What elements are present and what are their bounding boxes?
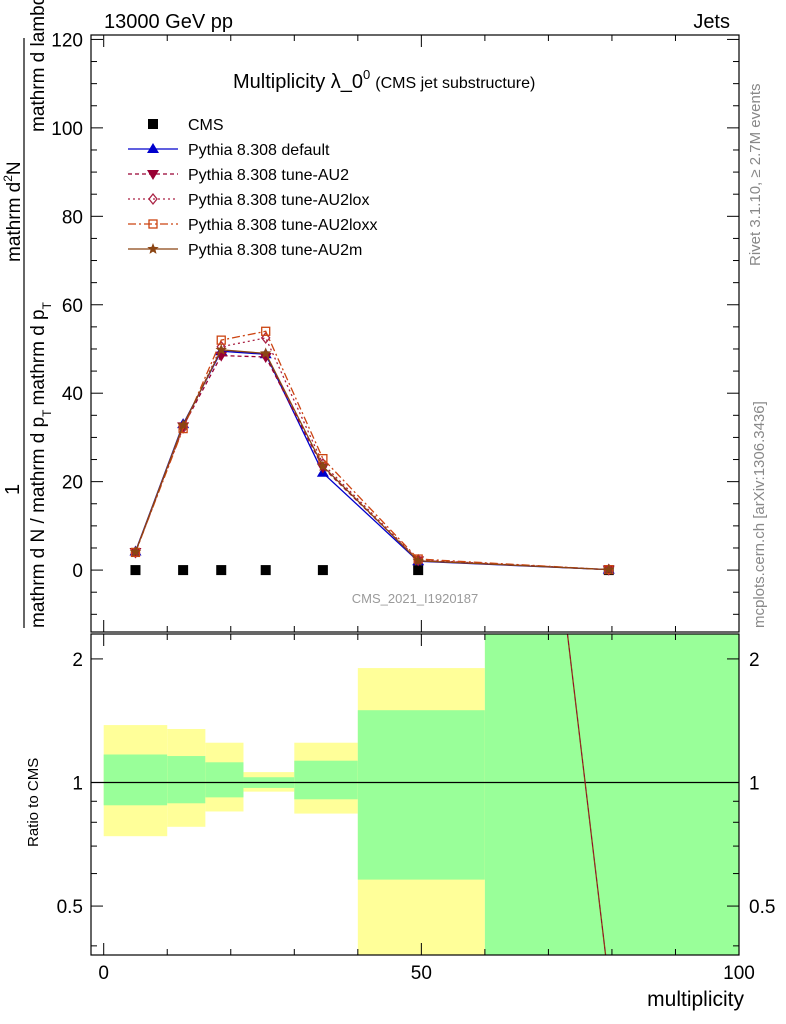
data-point xyxy=(130,565,141,576)
main-series-layer xyxy=(129,326,615,576)
data-point xyxy=(603,563,615,575)
series-line xyxy=(134,354,609,571)
legend: CMS Pythia 8.308 default Pythia 8.308 tune… xyxy=(128,117,377,259)
series-1 xyxy=(129,345,615,574)
main-ylabel-den-b: mathrm d p xyxy=(28,309,49,405)
ratio-mc-line-dashed xyxy=(567,633,606,956)
data-point xyxy=(129,546,142,557)
main-ytick-label: 60 xyxy=(62,296,83,317)
ratio-ytick-label-right: 2 xyxy=(749,650,760,671)
legend-label: Pythia 8.308 tune-AU2loxx xyxy=(188,217,377,234)
legend-label: Pythia 8.308 tune-AU2m xyxy=(188,242,362,259)
legend-marker xyxy=(148,119,158,129)
series-5 xyxy=(129,343,615,575)
ratio-plot-frame xyxy=(90,633,740,956)
main-y-ticks: 0 20 40 60 80 100 120 xyxy=(51,30,740,632)
ratio-ytick-label-left: 1 xyxy=(72,773,83,794)
main-ytick-label: 120 xyxy=(51,30,83,51)
main-ylabel-numerator: 1 xyxy=(2,484,24,495)
header-jets-label: Jets xyxy=(693,11,730,33)
data-point xyxy=(413,565,424,576)
legend-marker xyxy=(147,143,159,153)
legend-label: Pythia 8.308 tune-AU2 xyxy=(188,167,349,184)
chart-title-sup: 0 xyxy=(363,67,370,82)
data-point xyxy=(178,565,189,576)
data-point xyxy=(177,419,189,430)
main-ytick-label: 0 xyxy=(72,561,83,582)
chart-title-main: Multiplicity λ_0 xyxy=(233,71,363,93)
main-ylabel-top: mathrm d2N xyxy=(1,161,25,262)
ratio-band-green xyxy=(484,634,739,955)
data-point xyxy=(261,326,271,336)
series-line xyxy=(134,337,609,571)
data-point xyxy=(260,565,271,576)
data-point xyxy=(259,352,272,363)
legend-label: Pythia 8.308 default xyxy=(188,142,330,159)
ratio-ytick-label-right: 1 xyxy=(749,773,760,794)
chart-title: Multiplicity λ_00 (CMS jet substructure) xyxy=(233,67,535,93)
ratio-ylabel: Ratio to CMS xyxy=(25,758,42,847)
mcplots-label: mcplots.cern.ch [arXiv:1306.3436] xyxy=(751,401,768,628)
data-point xyxy=(412,554,424,566)
series-line xyxy=(134,330,609,571)
data-point xyxy=(317,565,328,576)
legend-marker xyxy=(148,219,158,229)
ratio-xtick-label: 0 xyxy=(98,963,109,984)
legend-label: CMS xyxy=(188,117,224,134)
main-ylabel-top-a: mathrm d xyxy=(4,182,25,262)
ratio-xlabel: multiplicity xyxy=(647,988,744,1011)
main-ylabel-rest: mathrm d lambda xyxy=(28,0,49,132)
ratio-ytick-label-right: 0.5 xyxy=(749,897,775,918)
ratio-xtick-label: 50 xyxy=(411,963,432,984)
main-ylabel-top-sup: 2 xyxy=(1,175,15,182)
data-point xyxy=(216,565,227,576)
ratio-plot: 0.5 0.5 1 1 2 2 0 50 100 xyxy=(57,633,775,984)
main-ytick-label: 20 xyxy=(62,473,83,494)
main-ytick-label: 80 xyxy=(62,207,83,228)
ratio-xtick-label: 100 xyxy=(723,963,755,984)
main-plot-frame xyxy=(90,34,740,633)
header-energy-label: 13000 GeV pp xyxy=(104,11,233,33)
legend-marker xyxy=(147,170,159,180)
series-3 xyxy=(130,331,614,576)
main-ylabel-den-sub: T xyxy=(40,409,54,417)
rivet-label: Rivet 3.1.10, ≥ 2.7M events xyxy=(747,84,764,267)
ratio-band-green xyxy=(357,710,485,880)
analysis-watermark: CMS_2021_I1920187 xyxy=(352,591,479,606)
ratio-band-green xyxy=(205,762,244,798)
series-4 xyxy=(130,326,614,575)
ratio-band-green xyxy=(103,754,168,806)
legend-marker xyxy=(147,243,159,254)
legend-marker xyxy=(148,192,158,206)
ratio-band-green xyxy=(167,756,206,804)
main-ylabel-denominator: mathrm d N / mathrm d pTmathrm d pT xyxy=(28,301,54,628)
main-ytick-label: 40 xyxy=(62,384,83,405)
legend-label: Pythia 8.308 tune-AU2lox xyxy=(188,192,369,209)
main-plot: 0 20 40 60 80 100 120 xyxy=(51,30,740,633)
main-ylabel-den-a: mathrm d N / mathrm d p xyxy=(28,417,49,628)
chart-title-paren: (CMS jet substructure) xyxy=(375,75,535,92)
ratio-bands xyxy=(91,633,739,956)
main-ytick-label: 100 xyxy=(51,119,83,140)
ratio-ytick-label-left: 2 xyxy=(72,650,83,671)
ratio-band-green xyxy=(294,760,358,800)
main-ylabel-den-sub2: T xyxy=(40,301,54,309)
ratio-ytick-label-left: 0.5 xyxy=(57,897,83,918)
ratio-ticks: 0.5 0.5 1 1 2 2 0 50 100 xyxy=(57,634,775,984)
data-point xyxy=(215,343,227,355)
data-point xyxy=(260,347,272,359)
main-ylabel-top-end: N xyxy=(4,161,25,175)
data-point xyxy=(317,460,329,471)
